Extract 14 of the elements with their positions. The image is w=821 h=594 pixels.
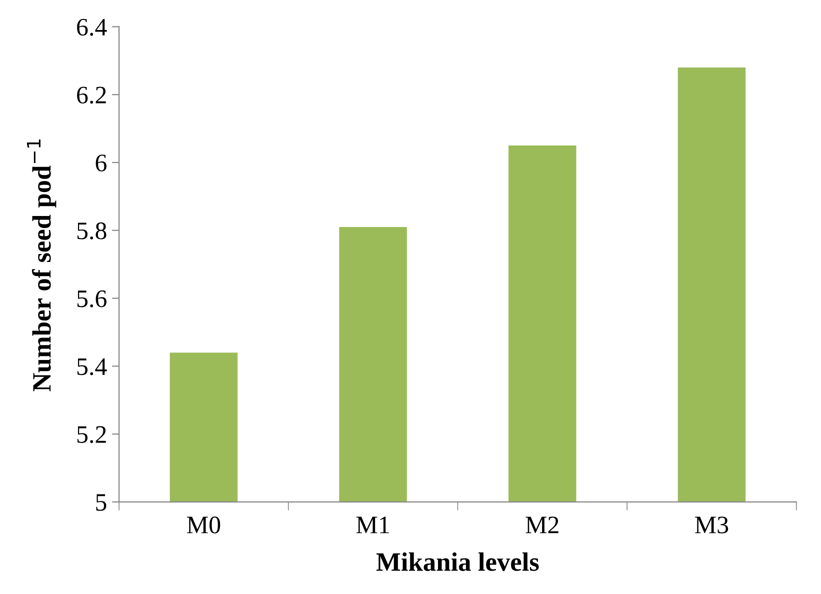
y-tick-label: 6.2 xyxy=(77,86,106,104)
x-tick-label: M3 xyxy=(695,516,728,534)
y-tick-label: 6.4 xyxy=(77,18,107,36)
x-tick-label: M2 xyxy=(526,516,558,534)
x-tick-label: M0 xyxy=(187,516,220,534)
y-tick-label: 5.2 xyxy=(77,426,106,444)
y-tick-label: 5.4 xyxy=(77,358,107,376)
y-tick-label: 6 xyxy=(96,154,106,172)
y-axis-title: Number of seed pod$^{−1}$ xyxy=(26,140,56,392)
y-tick-label: 5.6 xyxy=(77,290,106,308)
y-tick-label: 5 xyxy=(96,494,106,511)
y-tick-label: 5.8 xyxy=(77,222,106,240)
x-tick-label: M1 xyxy=(356,516,389,534)
x-axis-title: Mikania levels xyxy=(376,552,539,571)
